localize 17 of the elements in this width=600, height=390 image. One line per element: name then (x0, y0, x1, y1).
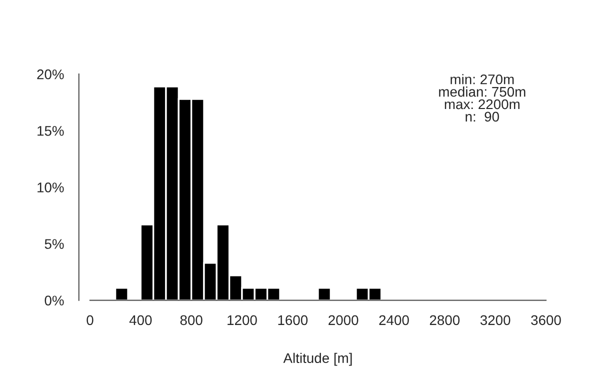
x-tick-label: 2000 (328, 315, 358, 326)
annotation: min: 270m median: 750m max: 2200m n: 90 (439, 74, 526, 122)
y-tick-label: 5% (44, 239, 64, 249)
x-tick-label: 400 (129, 315, 152, 326)
x-axis-title: Altitude [m] (283, 352, 352, 366)
x-tick-label: 3200 (480, 315, 510, 326)
y-tick-label: 10% (38, 182, 64, 192)
x-tick-label: 0 (86, 315, 94, 326)
y-tick-label: 15% (38, 126, 64, 136)
x-tick-label: 3600 (531, 315, 561, 326)
y-tick-label: 20% (37, 69, 64, 80)
x-tick-label: 2800 (430, 315, 460, 326)
x-tick-label: 1200 (228, 315, 257, 326)
x-tick-label: 2400 (379, 315, 409, 326)
x-tick-label: 1600 (278, 315, 308, 326)
y-tick-label: 0% (44, 296, 64, 306)
x-tick-label: 800 (180, 315, 202, 326)
